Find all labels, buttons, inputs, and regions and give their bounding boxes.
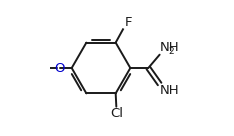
Text: 2: 2 [168, 47, 174, 56]
Text: F: F [124, 16, 132, 29]
Text: O: O [55, 61, 65, 75]
Text: Cl: Cl [110, 107, 123, 120]
Text: NH: NH [160, 84, 180, 97]
Text: NH: NH [160, 41, 180, 54]
